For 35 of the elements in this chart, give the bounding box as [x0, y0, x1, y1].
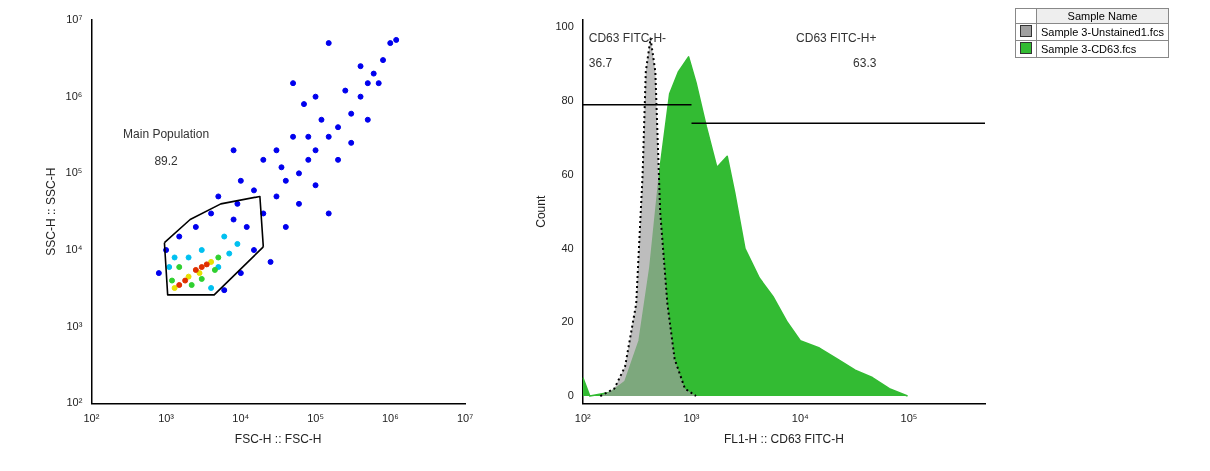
annotation: CD63 FITC-H+: [796, 31, 877, 46]
y-tick-label: 10⁶: [65, 89, 83, 102]
y-tick-label: 10⁴: [65, 243, 83, 256]
x-tick-label: 10⁵: [307, 412, 324, 425]
y-tick-label: 10⁵: [65, 166, 83, 179]
x-tick-label: 10⁵: [900, 412, 918, 425]
y-tick-label: 100: [555, 20, 574, 33]
x-tick-label: 10²: [83, 412, 100, 425]
annotation: Main Population: [123, 127, 210, 142]
y-tick-label: 80: [561, 94, 574, 107]
y-axis-title: Count: [533, 195, 548, 228]
annotation: CD63 FITC-H-: [588, 31, 667, 46]
x-axis-title: FL1-H :: CD63 FITC-H: [723, 432, 844, 447]
y-axis-title: SSC-H :: SSC-H: [43, 167, 58, 256]
x-tick-label: 10⁷: [456, 412, 474, 425]
y-tick-label: 60: [561, 167, 574, 180]
annotation: 36.7: [588, 56, 613, 71]
y-tick-label: 20: [561, 315, 574, 328]
x-tick-label: 10³: [683, 412, 700, 425]
y-tick-label: 0: [567, 389, 574, 402]
y-tick-label: 10³: [66, 319, 83, 332]
x-tick-label: 10⁶: [381, 412, 399, 425]
x-tick-label: 10⁴: [791, 412, 809, 425]
y-tick-label: 10⁷: [66, 13, 83, 26]
x-tick-label: 10³: [158, 412, 175, 425]
x-tick-label: 10²: [574, 412, 592, 425]
legend-title: Sample Name: [1036, 8, 1169, 24]
annotation: 89.2: [154, 154, 179, 169]
y-tick-label: 10²: [66, 396, 83, 409]
legend-label: Sample 3-CD63.fcs: [1036, 40, 1169, 58]
x-tick-label: 10⁴: [232, 412, 250, 425]
annotation: 63.3: [853, 56, 877, 71]
x-axis-title: FSC-H :: FSC-H: [234, 432, 322, 447]
legend-label: Sample 3-Unstained1.fcs: [1036, 23, 1169, 41]
y-tick-label: 40: [561, 241, 574, 254]
